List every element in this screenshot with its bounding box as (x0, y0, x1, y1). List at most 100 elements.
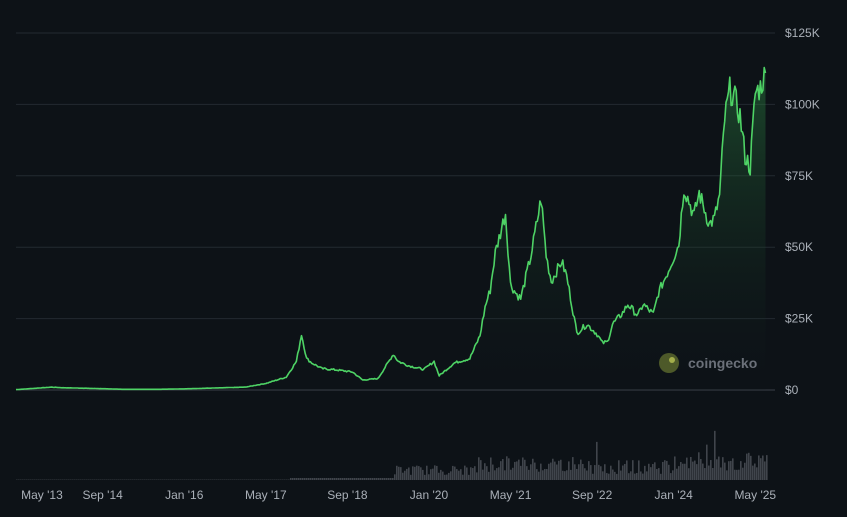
volume-bar (690, 456, 692, 480)
volume-bar (338, 478, 340, 480)
coingecko-watermark: coingecko (659, 353, 757, 373)
volume-bar (624, 463, 626, 480)
volume-bar (704, 468, 706, 480)
volume-bar (442, 471, 444, 480)
volume-bar (290, 478, 292, 480)
volume-bar (406, 468, 408, 480)
volume-bar (634, 473, 636, 480)
y-axis-ticks: $0 $25K $50K $75K $100K $125K (785, 26, 820, 397)
volume-bar (644, 465, 646, 480)
volume-bar (758, 455, 760, 480)
volume-bar (322, 478, 324, 480)
volume-bar (750, 455, 752, 480)
volume-bar (434, 465, 436, 480)
volume-bar (716, 459, 718, 480)
volume-bar (346, 478, 348, 480)
volume-bar (518, 459, 520, 480)
volume-bar (362, 478, 364, 480)
volume-bar (470, 467, 472, 480)
volume-bar (534, 462, 536, 480)
volume-bar (466, 467, 468, 480)
volume-bar (762, 455, 764, 480)
volume-bar (752, 465, 754, 480)
volume-bar (738, 469, 740, 480)
price-line (15, 66, 767, 391)
volume-bar (342, 478, 344, 480)
volume-bar (546, 469, 548, 480)
volume-bar (360, 478, 362, 480)
volume-bar (504, 470, 506, 480)
volume-bar (694, 460, 696, 480)
volume-bar (650, 467, 652, 480)
price-area (16, 67, 766, 390)
volume-bar (708, 465, 710, 480)
volume-bar (748, 452, 750, 480)
volume-bar (764, 461, 766, 480)
volume-bar (506, 456, 508, 480)
volume-bar (456, 469, 458, 480)
watermark-text: coingecko (688, 355, 757, 371)
volume-bar (308, 478, 310, 480)
volume-bar (730, 460, 732, 480)
volume-bar (664, 460, 666, 480)
volume-bar (306, 478, 308, 480)
volume-bar (364, 478, 366, 480)
x-tick-label: Sep '22 (572, 488, 613, 502)
volume-bar (552, 458, 554, 480)
volume-bar (654, 462, 656, 480)
y-tick-label: $50K (785, 240, 813, 254)
gecko-eye (669, 357, 675, 363)
volume-bar (618, 460, 620, 480)
volume-bar (496, 468, 498, 480)
volume-bar (740, 461, 742, 480)
volume-bar (426, 465, 428, 480)
volume-bar (458, 470, 460, 480)
volume-bar (330, 478, 332, 480)
volume-bar (522, 457, 524, 480)
volume-bar (514, 461, 516, 480)
volume-bar (478, 457, 480, 480)
volume-bar (350, 478, 352, 480)
volume-bar (542, 470, 544, 480)
volume-bar (324, 478, 326, 480)
volume-bar (532, 458, 534, 480)
volume-bar (652, 464, 654, 480)
volume-bar (488, 471, 490, 480)
volume-bar (484, 463, 486, 480)
volume-bar (358, 478, 360, 480)
volume-bar (416, 465, 418, 480)
volume-bar (660, 473, 662, 480)
volume-bar (598, 464, 600, 480)
volume-bar (640, 471, 642, 480)
volume-bar (494, 470, 496, 480)
volume-bar (396, 465, 398, 480)
volume-bar (372, 478, 374, 480)
volume-bar (400, 467, 402, 480)
volume-bar (482, 469, 484, 480)
volume-bar (538, 471, 540, 480)
volume-bar (614, 471, 616, 480)
volume-bar (436, 465, 438, 480)
volume-bar (414, 466, 416, 480)
volume-bar (706, 444, 708, 480)
volume-bar (304, 478, 306, 480)
volume-bar (448, 472, 450, 480)
volume-bar (474, 466, 476, 480)
volume-bar (530, 464, 532, 480)
volume-bar (336, 478, 338, 480)
volume-bar (292, 478, 294, 480)
volume-bar (728, 461, 730, 480)
volume-bar (410, 474, 412, 480)
volume-bar (662, 461, 664, 480)
volume-bar (648, 463, 650, 480)
volume-bar (508, 458, 510, 480)
volume-bar (394, 474, 396, 480)
volume-bar (540, 463, 542, 480)
volume-bar (316, 478, 318, 480)
volume-bar (380, 478, 382, 480)
volume-bar (616, 473, 618, 480)
volume-bar (736, 469, 738, 480)
volume-bar (550, 462, 552, 480)
volume-bar (606, 473, 608, 480)
volume-bar (440, 469, 442, 480)
